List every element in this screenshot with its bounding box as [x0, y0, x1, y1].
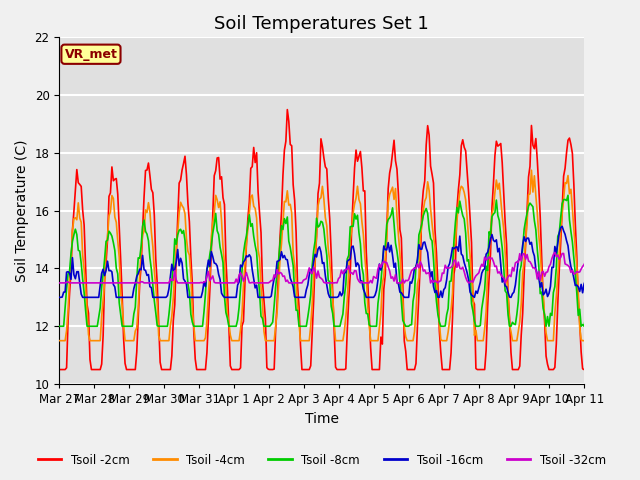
Text: VR_met: VR_met: [65, 48, 117, 61]
X-axis label: Time: Time: [305, 411, 339, 426]
Y-axis label: Soil Temperature (C): Soil Temperature (C): [15, 139, 29, 282]
Title: Soil Temperatures Set 1: Soil Temperatures Set 1: [214, 15, 429, 33]
Legend: Tsoil -2cm, Tsoil -4cm, Tsoil -8cm, Tsoil -16cm, Tsoil -32cm: Tsoil -2cm, Tsoil -4cm, Tsoil -8cm, Tsoi…: [33, 449, 611, 471]
